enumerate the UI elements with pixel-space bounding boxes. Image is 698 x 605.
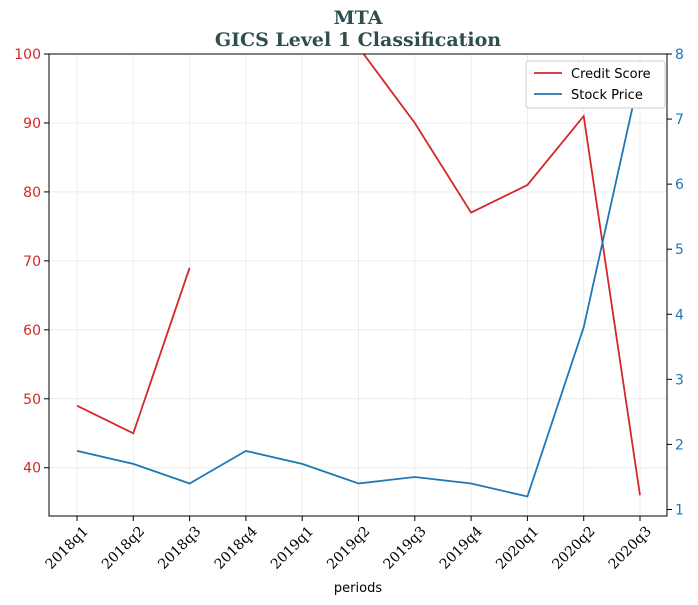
legend: Credit Score Stock Price [525, 60, 666, 109]
y-right-tick-label: 2 [675, 437, 684, 453]
legend-label-credit-score: Credit Score [571, 67, 651, 82]
y-left-tick-label: 90 [23, 116, 41, 132]
x-tick-label: 2018q4 [212, 523, 261, 572]
y-right-tick-label: 7 [675, 112, 684, 128]
y-right-tick-label: 8 [675, 47, 684, 63]
y-left-tick-label: 40 [23, 461, 41, 477]
y-left-tick-label: 50 [23, 392, 41, 408]
x-tick-label: 2020q1 [493, 524, 542, 573]
y-right-tick-label: 4 [675, 307, 684, 323]
y-left-tick-label: 60 [23, 323, 41, 339]
x-tick-label: 2019q2 [324, 524, 373, 573]
x-tick-label: 2018q1 [43, 524, 92, 573]
x-tick-label: 2020q3 [606, 524, 655, 573]
y-left-tick-label: 70 [23, 254, 41, 270]
y-left-tick-label: 80 [23, 185, 41, 201]
series-line-stock-price [76, 73, 641, 498]
series-line-credit-score [362, 54, 641, 496]
chart-subtitle: GICS Level 1 Classification [215, 29, 501, 51]
grid [49, 53, 667, 516]
x-tick-label: 2019q4 [437, 523, 486, 572]
x-tick-label: 2019q3 [380, 524, 429, 573]
y-right-tick-label: 5 [675, 242, 684, 258]
x-tick-label: 2019q1 [268, 524, 317, 573]
x-tick-label: 2018q2 [99, 524, 148, 573]
y-right-tick-label: 3 [675, 372, 684, 388]
y-right-tick-label: 6 [675, 177, 684, 193]
series-layer [76, 54, 641, 498]
x-tick-label: 2020q2 [549, 524, 598, 573]
x-axis-label: periods [334, 581, 382, 596]
series-line-credit-score [76, 267, 191, 435]
y-left-tick-label: 100 [14, 47, 41, 63]
legend-label-stock-price: Stock Price [571, 88, 643, 103]
chart-title: MTA [334, 7, 383, 29]
x-tick-label: 2018q3 [155, 524, 204, 573]
y-right-tick-label: 1 [675, 502, 684, 518]
